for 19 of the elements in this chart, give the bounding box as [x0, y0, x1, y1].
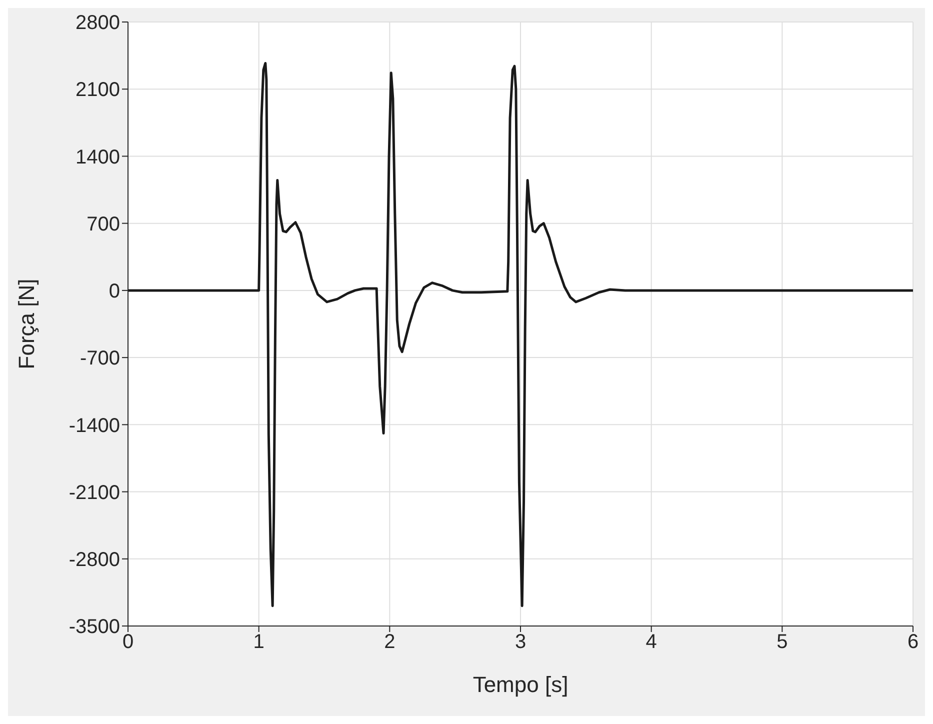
y-tick-label: -700 — [80, 348, 120, 370]
x-tick-label: 6 — [907, 631, 919, 654]
x-tick-label: 0 — [122, 631, 134, 654]
y-tick-label: 0 — [108, 280, 120, 303]
y-tick-label: -2800 — [68, 548, 120, 571]
y-tick-label: -1400 — [68, 414, 120, 437]
y-tick-label: 2800 — [76, 12, 120, 34]
x-tick-label: 5 — [776, 631, 788, 654]
x-tick-label: 3 — [514, 631, 526, 654]
x-tick-label: 1 — [253, 631, 264, 654]
y-axis-title: Força [N] — [14, 278, 39, 370]
y-tick-label: -2100 — [68, 482, 120, 504]
x-tick-label: 4 — [646, 631, 657, 654]
y-tick-label: 700 — [86, 213, 120, 236]
y-tick-label: -3500 — [68, 616, 120, 638]
x-axis-title: Tempo [s] — [472, 672, 568, 697]
x-tick-label: 2 — [384, 631, 396, 654]
y-tick-label: 2100 — [76, 79, 120, 102]
y-tick-label: 1400 — [76, 146, 120, 168]
